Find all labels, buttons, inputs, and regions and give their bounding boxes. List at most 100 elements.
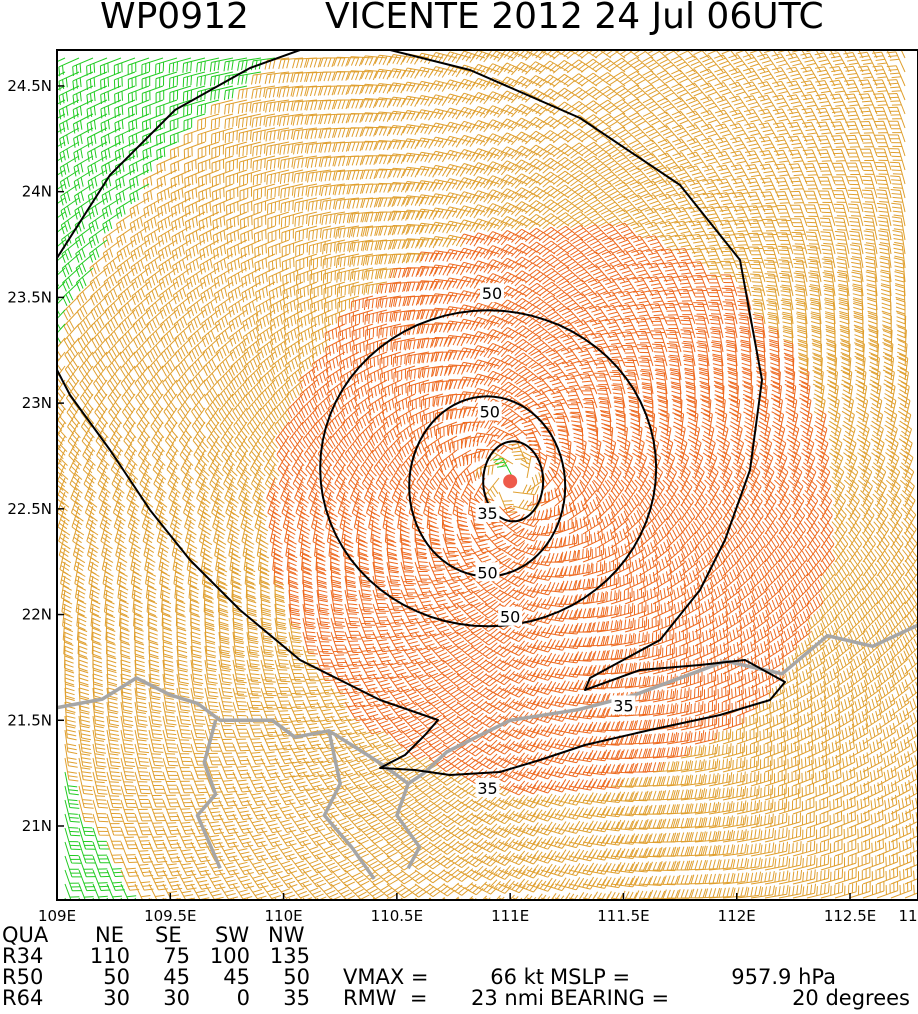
wind-barb xyxy=(631,423,643,451)
wind-barb xyxy=(78,883,95,900)
wind-barb xyxy=(572,238,598,255)
wind-barb xyxy=(252,155,276,171)
wind-barb xyxy=(344,827,369,845)
wind-barb xyxy=(273,561,284,588)
wind-barb xyxy=(759,150,780,171)
wind-barb xyxy=(749,536,766,563)
wind-barb xyxy=(155,99,178,117)
wind-barb xyxy=(456,671,483,688)
wind-barb xyxy=(273,393,290,419)
wind-barb xyxy=(596,763,624,775)
wind-barb xyxy=(718,465,733,493)
wind-barb xyxy=(177,393,192,420)
wind-barb xyxy=(126,477,139,505)
wind-barb xyxy=(262,435,279,463)
wind-barb xyxy=(218,603,229,630)
wind-barb xyxy=(679,508,696,535)
wind-barb xyxy=(418,337,444,349)
wind-barb xyxy=(470,810,498,825)
wind-barb xyxy=(97,463,111,491)
wind-barb xyxy=(246,771,267,793)
wind-barb xyxy=(903,578,918,605)
wind-barb xyxy=(848,593,865,619)
wind-barb xyxy=(708,858,734,871)
wind-barb xyxy=(736,287,752,311)
wind-barb xyxy=(414,533,428,559)
wind-barb xyxy=(344,757,368,776)
wind-barb xyxy=(806,579,823,605)
wind-barb xyxy=(190,673,205,698)
wind-barb xyxy=(700,110,724,129)
wind-barb xyxy=(78,743,93,768)
wind-barb xyxy=(834,738,855,759)
wind-barb xyxy=(217,379,235,405)
wind-barb xyxy=(216,351,234,376)
wind-barb xyxy=(763,259,780,283)
wind-barb xyxy=(260,785,282,806)
wind-barb xyxy=(120,855,139,877)
wind-barb xyxy=(386,715,411,734)
wind-barb xyxy=(694,887,721,899)
wind-barb xyxy=(750,595,769,619)
wind-barb xyxy=(708,743,732,759)
wind-barb xyxy=(614,126,640,143)
wind-barb xyxy=(764,696,786,717)
wind-barb xyxy=(792,258,808,283)
wind-barb xyxy=(599,127,626,143)
wind-barb xyxy=(460,477,476,505)
wind-barb xyxy=(750,856,775,871)
wind-barb xyxy=(873,521,890,549)
wind-barb xyxy=(203,589,214,616)
wind-barb xyxy=(582,778,610,790)
wind-barb xyxy=(112,491,126,519)
wind-barb xyxy=(498,544,526,560)
wind-barb xyxy=(260,645,275,670)
wind-barb xyxy=(722,595,742,619)
wind-barb xyxy=(886,493,902,521)
wind-barb xyxy=(756,381,768,409)
wind-barb xyxy=(130,561,142,589)
wind-barb xyxy=(750,871,775,885)
wind-barb xyxy=(736,580,755,605)
wind-barb xyxy=(319,449,335,477)
wind-barb xyxy=(72,71,94,91)
x-tick-label: 11 xyxy=(898,907,917,925)
wind-barb xyxy=(666,701,691,717)
wind-barb xyxy=(256,337,276,361)
wind-barb xyxy=(116,239,136,263)
wind-barb xyxy=(333,99,359,110)
wind-barb xyxy=(381,393,402,415)
wind-barb xyxy=(592,359,612,381)
wind-barb xyxy=(251,463,266,491)
wind-barb xyxy=(860,536,876,563)
wind-barb xyxy=(847,564,864,591)
wind-barb xyxy=(789,190,808,213)
wind-barb xyxy=(161,351,178,377)
wind-barb xyxy=(514,297,542,314)
wind-barb xyxy=(265,99,290,113)
wind-barb xyxy=(608,480,625,507)
wind-barb xyxy=(701,409,713,437)
wind-barb xyxy=(596,558,619,577)
wind-barb xyxy=(417,294,444,305)
wind-barb xyxy=(862,852,885,871)
wind-barb xyxy=(806,811,829,829)
wind-barb xyxy=(890,765,911,787)
wind-barb xyxy=(638,889,666,900)
wind-barb xyxy=(190,841,211,863)
wind-barb xyxy=(748,522,765,549)
wind-barb xyxy=(227,253,248,274)
wind-barb xyxy=(253,197,276,215)
wind-barb xyxy=(119,337,136,363)
wind-barb xyxy=(372,827,398,844)
wind-barb xyxy=(246,785,267,806)
wind-barb xyxy=(778,594,796,619)
wind-barb xyxy=(92,715,106,741)
wind-barb xyxy=(334,155,360,167)
wind-barb xyxy=(792,710,814,731)
wind-barb xyxy=(209,463,224,491)
wind-barb xyxy=(665,329,682,353)
wind-barb xyxy=(816,121,836,143)
wind-barb xyxy=(190,659,204,685)
wind-barb xyxy=(872,79,892,101)
